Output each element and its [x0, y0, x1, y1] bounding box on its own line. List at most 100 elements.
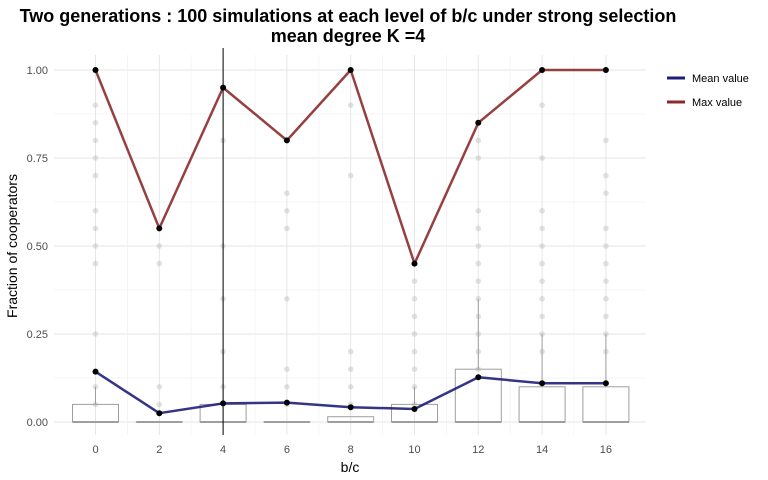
y-tick-label: 1.00	[27, 65, 48, 77]
series-point	[411, 260, 418, 267]
data-point	[539, 208, 545, 214]
data-point	[603, 243, 609, 249]
series-point	[92, 67, 99, 73]
data-point	[92, 102, 99, 108]
data-point	[539, 155, 545, 161]
data-point	[347, 348, 354, 355]
jitter-points	[92, 102, 609, 408]
series-point	[92, 368, 99, 375]
series-point	[347, 404, 354, 411]
x-tick-label: 2	[156, 444, 162, 456]
legend-label: Mean value	[692, 73, 749, 85]
data-point	[475, 155, 482, 161]
data-point	[539, 278, 545, 285]
x-tick-label: 10	[408, 444, 420, 456]
data-point	[475, 137, 482, 144]
data-point	[539, 225, 545, 232]
data-point	[475, 208, 482, 214]
legend: Mean value Max value	[667, 73, 749, 109]
x-tick-label: 8	[348, 444, 354, 456]
data-point	[347, 384, 354, 390]
data-point	[347, 102, 354, 108]
x-tick-label: 14	[536, 444, 548, 456]
data-point	[603, 225, 609, 232]
data-point	[603, 190, 609, 196]
series-point	[283, 399, 290, 406]
data-point	[539, 243, 545, 249]
data-point	[539, 102, 545, 108]
data-point	[539, 296, 545, 302]
x-tick-label: 0	[92, 444, 98, 456]
data-point	[92, 172, 99, 179]
data-point	[284, 296, 290, 302]
series-point	[220, 400, 227, 407]
data-point	[156, 243, 163, 249]
series-point	[411, 405, 418, 412]
data-point	[603, 137, 609, 144]
data-point	[603, 172, 609, 179]
data-point	[156, 260, 163, 267]
data-point	[603, 313, 609, 320]
data-point	[539, 260, 545, 267]
x-tick-label: 4	[220, 444, 226, 456]
series-point	[602, 67, 609, 73]
data-point	[92, 225, 99, 232]
data-point	[411, 296, 418, 302]
data-point	[347, 172, 354, 179]
axis-ticks: 0.00 0.25 0.50 0.75 1.00 0 2 4 6 8 10 12 14 16	[27, 65, 612, 456]
legend-label: Max value	[692, 97, 742, 109]
x-tick-label: 12	[472, 444, 484, 456]
series-point	[602, 380, 609, 387]
data-point	[92, 137, 99, 144]
data-point	[475, 225, 482, 232]
y-tick-label: 0.75	[27, 153, 48, 165]
x-tick-label: 16	[600, 444, 612, 456]
chart-title: Two generations : 100 simulations at eac…	[20, 6, 677, 26]
data-point	[284, 208, 290, 214]
series-point	[156, 225, 163, 232]
data-point	[156, 401, 163, 408]
y-tick-label: 0.00	[27, 417, 48, 429]
boxplots	[72, 298, 630, 423]
series-point	[220, 84, 227, 91]
data-point	[603, 260, 609, 267]
series-lines	[92, 67, 609, 417]
chart-subtitle: mean degree K =4	[271, 26, 426, 46]
x-tick-label: 6	[284, 444, 290, 456]
grid	[54, 55, 646, 435]
data-point	[284, 225, 290, 232]
y-tick-label: 0.25	[27, 329, 48, 341]
data-point	[475, 243, 482, 249]
series-point	[539, 67, 546, 73]
series-point	[475, 374, 482, 381]
data-point	[92, 243, 99, 249]
data-point	[92, 120, 99, 126]
y-tick-label: 0.50	[27, 241, 48, 253]
series-point	[347, 67, 354, 73]
data-point	[92, 208, 99, 214]
data-point	[475, 260, 482, 267]
data-point	[347, 366, 354, 373]
data-point	[411, 331, 418, 337]
y-axis-title: Fraction of cooperators	[4, 174, 20, 318]
data-point	[411, 366, 418, 373]
data-point	[411, 348, 418, 355]
data-point	[603, 296, 609, 302]
data-point	[539, 313, 545, 320]
series-point	[283, 137, 290, 144]
data-point	[603, 278, 609, 285]
data-point	[475, 278, 482, 285]
data-point	[284, 190, 290, 196]
data-point	[92, 331, 99, 337]
series-point	[475, 119, 482, 126]
data-point	[284, 384, 290, 390]
data-point	[92, 260, 99, 267]
data-point	[92, 155, 99, 161]
data-point	[411, 313, 418, 320]
data-point	[284, 366, 290, 373]
x-axis-title: b/c	[341, 459, 360, 475]
series-point	[539, 380, 546, 387]
data-point	[411, 278, 418, 285]
data-point	[156, 384, 163, 390]
